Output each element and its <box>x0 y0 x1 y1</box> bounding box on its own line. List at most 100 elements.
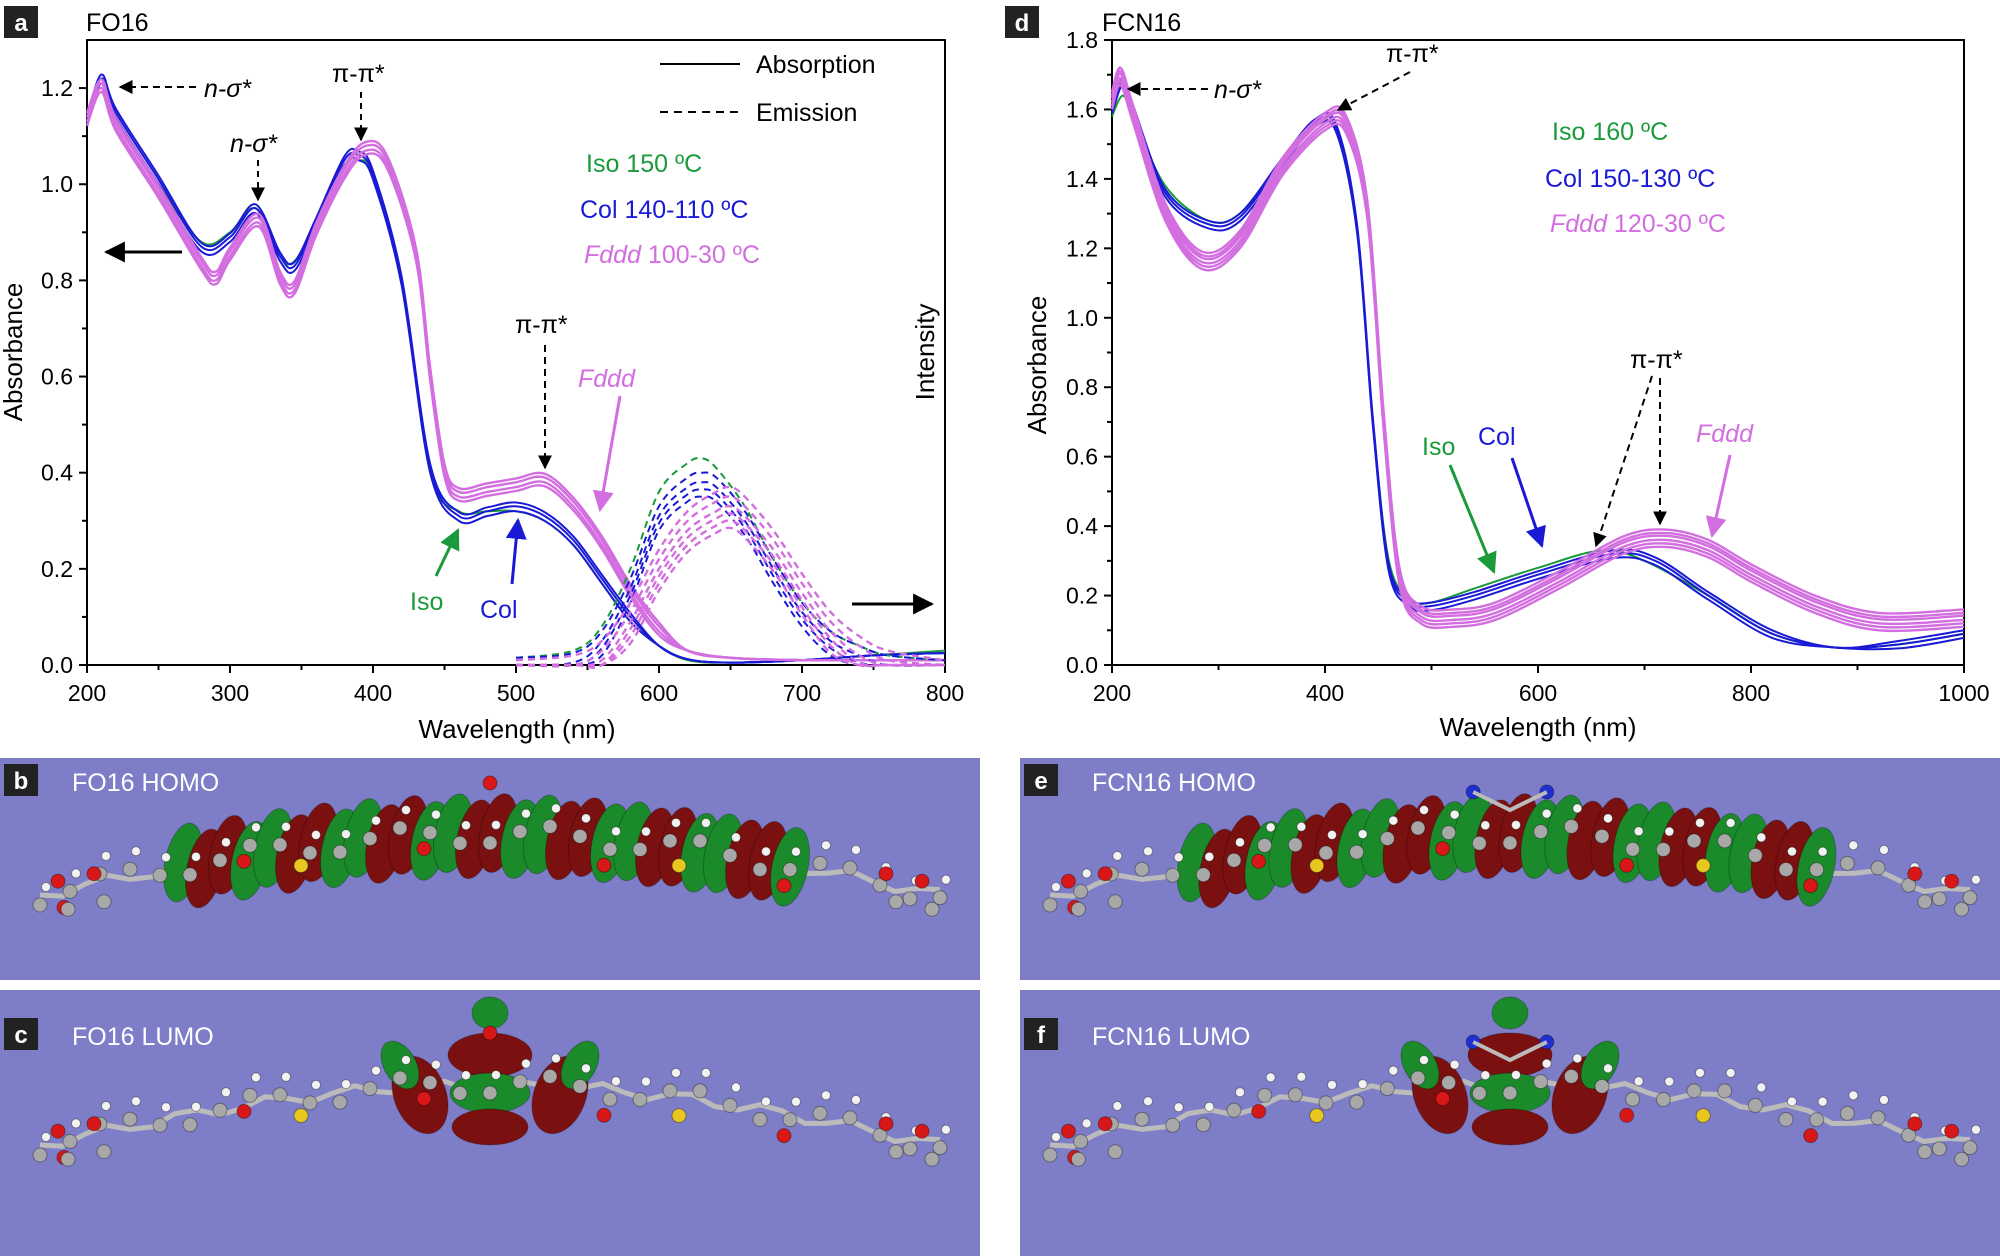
atom-sphere <box>1357 829 1368 840</box>
atom-sphere <box>1435 841 1451 857</box>
ytick-label: 1.2 <box>41 75 73 101</box>
atom-sphere <box>596 1107 612 1123</box>
atom-sphere <box>251 822 261 833</box>
atom-sphere <box>1695 1067 1705 1078</box>
series-line-fddd <box>1110 76 1965 626</box>
fddd-temp-d: Fddd 120-30 ºC <box>1550 210 1726 238</box>
atom-sphere <box>302 845 318 861</box>
atom-sphere <box>1195 867 1211 883</box>
atom-sphere <box>1533 1074 1549 1090</box>
col-arrow-a <box>505 517 527 585</box>
legend-em-label: Emission <box>756 99 857 127</box>
xtick-label: 200 <box>68 680 106 706</box>
atom-sphere <box>1107 1144 1123 1160</box>
atom-sphere <box>236 1103 252 1119</box>
mo-panel-f: f FCN16 LUMO <box>1020 990 2000 1256</box>
series-line-fddd <box>85 78 945 662</box>
panel-d-letter: d <box>1015 10 1030 37</box>
atom-sphere <box>782 862 798 878</box>
col-temp-a: Col 140-110 ºC <box>580 196 748 224</box>
atom-sphere <box>914 1123 930 1139</box>
plot-d-ylabel: Absorbance <box>1022 296 1052 435</box>
cn-bonds <box>1472 1040 1548 1063</box>
ytick-label: 0.8 <box>1066 374 1098 400</box>
atom-sphere <box>161 1102 171 1113</box>
atom-sphere <box>1511 819 1521 830</box>
atom-sphere <box>1251 853 1267 869</box>
atom-sphere <box>1695 817 1705 828</box>
atom-sphere <box>101 1100 111 1111</box>
atom-sphere <box>1944 873 1960 889</box>
atom-sphere <box>1870 860 1886 876</box>
series-line-fddd-emission <box>516 519 945 669</box>
iso-label-d: Iso <box>1422 433 1455 461</box>
atom-sphere <box>1379 831 1395 847</box>
series-line-fddd-emission <box>516 526 945 668</box>
ytick-label: 0.0 <box>1066 652 1098 678</box>
legend-abs-label: Absorption <box>756 51 876 79</box>
atom-sphere <box>1594 828 1610 844</box>
atom-sphere <box>1907 1116 1923 1132</box>
plot-a-series <box>85 73 946 669</box>
xtick-label: 500 <box>497 680 535 706</box>
atom-sphere <box>281 1071 291 1082</box>
atom-sphere <box>60 901 76 917</box>
atom-sphere <box>221 837 231 848</box>
atom-sphere <box>941 1124 951 1135</box>
fcn16-homo-molecule <box>1042 784 1981 917</box>
atom-sphere <box>1388 815 1399 826</box>
atom-sphere <box>392 1070 408 1086</box>
plot-d-ticks: 200 400 600 800 1000 0.0 0.2 0.4 0.6 0.8 1.0 1.2 1.4… <box>1066 27 1990 706</box>
atom-sphere <box>776 878 792 894</box>
atom-sphere <box>452 1085 468 1101</box>
atom-sphere <box>1349 1094 1365 1110</box>
atom-sphere <box>71 1118 81 1129</box>
series-line-col-emission <box>515 488 946 668</box>
atom-sphere <box>1204 851 1215 862</box>
atom-sphere <box>1931 1141 1947 1157</box>
atom-sphere <box>50 873 66 889</box>
atom-sphere <box>1265 1072 1276 1083</box>
atom-sphere <box>791 1096 801 1107</box>
mo-panel-b: b FO16 HOMO <box>0 758 980 980</box>
atom-sphere <box>1235 1087 1245 1098</box>
series-line-col <box>1111 80 1965 650</box>
atom-sphere <box>602 1091 618 1107</box>
plot-a-frame <box>86 39 946 666</box>
atom-sphere <box>1226 852 1242 868</box>
atom-sphere <box>1204 1101 1215 1112</box>
atom-sphere <box>1747 1097 1763 1113</box>
series-line-fddd <box>85 86 945 662</box>
atom-sphere <box>1533 824 1549 840</box>
atom-sphere <box>1962 1140 1978 1156</box>
series-line-col-emission <box>515 481 946 667</box>
orbital-lobe <box>471 996 509 1030</box>
atom-sphere <box>131 846 141 857</box>
atom-sphere <box>932 890 948 906</box>
atom-sphere <box>1226 1102 1242 1118</box>
atom-sphere <box>731 832 741 843</box>
atom-sphere <box>1848 840 1859 851</box>
series-line-col <box>1111 84 1965 651</box>
cn-bonds <box>1472 790 1548 813</box>
atom-sphere <box>1686 1083 1702 1099</box>
atom-sphere <box>422 825 438 841</box>
atom-sphere <box>701 817 711 828</box>
atom-sphere <box>122 861 138 877</box>
atom-sphere <box>482 835 498 851</box>
atom-sphere <box>924 901 940 917</box>
atom-sphere <box>1296 821 1307 832</box>
atom-sphere <box>431 1059 441 1070</box>
mo-panel-c: c FO16 LUMO <box>0 990 980 1256</box>
atom-sphere <box>1633 1076 1644 1087</box>
fo16-homo-molecule <box>32 775 951 917</box>
atom-sphere <box>71 868 81 879</box>
atom-sphere <box>1803 878 1819 894</box>
atom-sphere <box>311 1079 321 1090</box>
panel-e-badge <box>1024 764 1058 796</box>
atom-sphere <box>722 847 738 863</box>
atom-sphere <box>761 1096 771 1107</box>
fddd-temp-a: Fddd 100-30 ºC <box>584 241 760 269</box>
atom-sphere <box>1664 826 1675 837</box>
atom-sphere <box>1594 1078 1610 1094</box>
